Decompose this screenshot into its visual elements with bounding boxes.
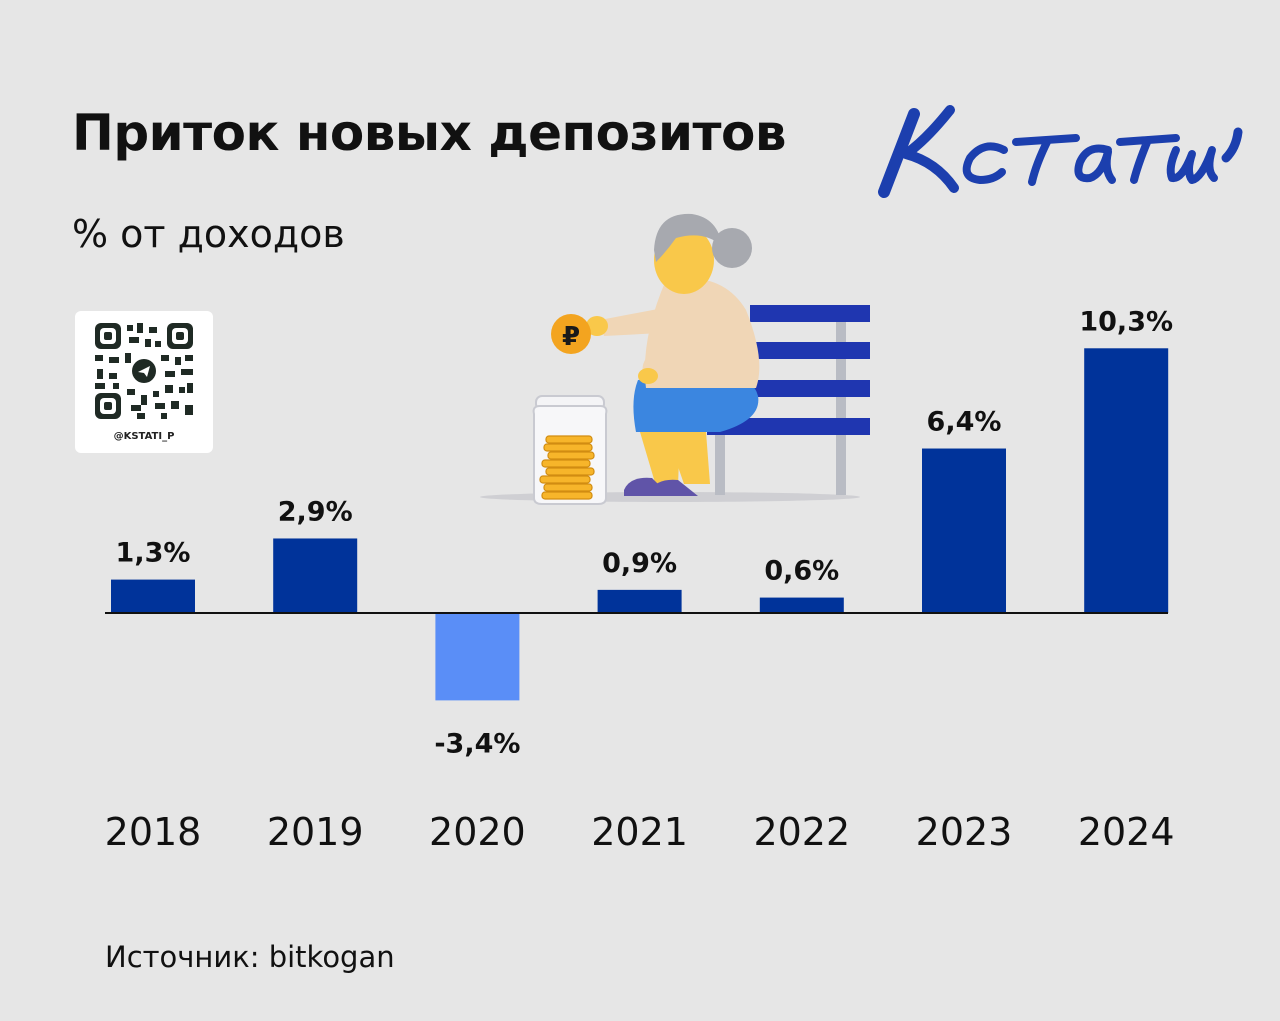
bar-2020 bbox=[435, 613, 520, 701]
page-subtitle: % от доходов bbox=[72, 212, 345, 256]
svg-text:₽: ₽ bbox=[562, 322, 580, 352]
x-tick-label-2019: 2019 bbox=[267, 810, 364, 854]
data-label-2020: -3,4% bbox=[434, 728, 520, 759]
bar-2021 bbox=[597, 589, 682, 613]
x-tick-label-2021: 2021 bbox=[591, 810, 688, 854]
qr-code-icon bbox=[95, 323, 193, 419]
x-tick-label-2023: 2023 bbox=[916, 810, 1013, 854]
saver-illustration: ₽ bbox=[480, 213, 870, 505]
data-label-2021: 0,9% bbox=[602, 548, 677, 579]
qr-handle: @KSTATI_P bbox=[113, 431, 175, 442]
bar-2022 bbox=[759, 597, 844, 613]
bar-2024 bbox=[1084, 348, 1169, 613]
bar-2023 bbox=[922, 448, 1006, 613]
page-title: Приток новых депозитов bbox=[72, 104, 787, 162]
data-label-2023: 6,4% bbox=[927, 407, 1002, 438]
x-tick-label-2022: 2022 bbox=[753, 810, 850, 854]
x-tick-label-2020: 2020 bbox=[429, 810, 526, 854]
ruble-coin-icon: ₽ bbox=[551, 314, 591, 354]
bar-2019 bbox=[273, 538, 358, 613]
x-tick-label-2024: 2024 bbox=[1078, 810, 1175, 854]
coin-jar-icon bbox=[532, 395, 608, 505]
x-tick-label-2018: 2018 bbox=[105, 810, 202, 854]
qr-card[interactable]: @KSTATI_P bbox=[75, 311, 213, 453]
data-label-2022: 0,6% bbox=[764, 556, 839, 587]
bench-icon bbox=[707, 305, 870, 495]
data-label-2018: 1,3% bbox=[116, 538, 191, 569]
brand-logo bbox=[878, 105, 1243, 198]
data-label-2024: 10,3% bbox=[1079, 306, 1173, 337]
bar-2018 bbox=[111, 579, 195, 613]
source-note: Источник: bitkogan bbox=[105, 940, 395, 974]
data-label-2019: 2,9% bbox=[278, 496, 353, 527]
